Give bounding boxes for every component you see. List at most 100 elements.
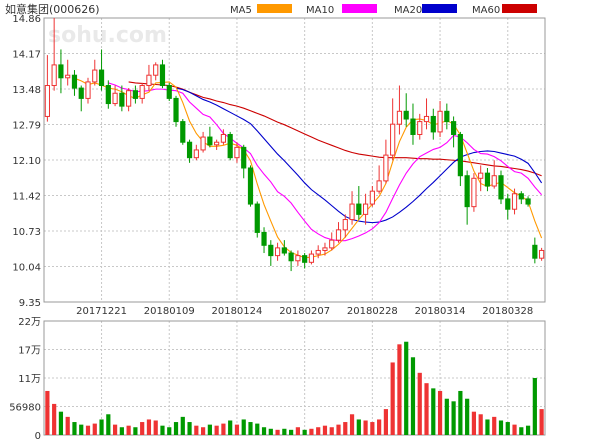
candle-body bbox=[58, 64, 64, 79]
candle-body bbox=[457, 133, 463, 177]
volume-bar bbox=[289, 429, 294, 435]
candle-body bbox=[532, 244, 538, 259]
volume-bar bbox=[234, 424, 240, 435]
volume-bar bbox=[275, 429, 280, 435]
volume-bar bbox=[316, 427, 321, 435]
volume-frame bbox=[43, 320, 546, 436]
candle-body bbox=[186, 141, 193, 159]
candle-body bbox=[126, 90, 132, 107]
candle-body bbox=[44, 85, 50, 117]
candle-body bbox=[200, 136, 206, 151]
date-tick-label: 20180109 bbox=[144, 306, 195, 317]
candle-body bbox=[308, 253, 315, 263]
volume-bar bbox=[295, 427, 300, 435]
date-tick-label: 20180228 bbox=[347, 306, 398, 317]
ma60-legend-swatch bbox=[502, 4, 537, 13]
candle-body bbox=[369, 190, 375, 205]
volume-bar bbox=[519, 427, 524, 435]
candle-body bbox=[451, 121, 457, 135]
volume-bar bbox=[532, 378, 537, 435]
volume-bar bbox=[417, 372, 422, 435]
candle-body bbox=[518, 193, 524, 200]
volume-bar bbox=[160, 425, 165, 435]
candle-body bbox=[417, 121, 423, 135]
volume-bar bbox=[356, 419, 361, 435]
candle-body bbox=[159, 64, 166, 87]
candle-body bbox=[139, 85, 145, 99]
volume-bar bbox=[221, 423, 226, 435]
candle-body bbox=[295, 255, 301, 262]
volume-tick-label: 22万 bbox=[18, 317, 41, 328]
volume-bar bbox=[248, 422, 253, 435]
volume-bar bbox=[79, 424, 84, 435]
volume-bar bbox=[65, 416, 70, 435]
candle-body bbox=[491, 175, 497, 187]
candle-body bbox=[423, 115, 430, 123]
moving-average-lines bbox=[74, 77, 543, 259]
ma5-line bbox=[74, 77, 543, 259]
volume-bar bbox=[167, 427, 172, 435]
volume-bar bbox=[410, 357, 416, 435]
candle-body bbox=[214, 141, 220, 146]
volume-bar bbox=[187, 422, 192, 435]
volume-bar bbox=[72, 422, 77, 435]
volume-bar bbox=[525, 425, 531, 435]
date-x-axis: 20171221 20180109 20180124 20180207 20180228… bbox=[76, 306, 533, 317]
date-tick-label: 20180207 bbox=[279, 306, 330, 317]
candle-body bbox=[153, 64, 159, 76]
chart-header: 如意集团(000626) MA5 MA10 MA20 MA60 bbox=[5, 2, 500, 16]
volume-bar bbox=[424, 383, 429, 435]
volume-bar bbox=[539, 409, 544, 435]
volume-bar bbox=[45, 390, 50, 435]
candle-body bbox=[112, 92, 118, 105]
candle-body bbox=[478, 172, 484, 179]
candle-body bbox=[78, 87, 84, 99]
volume-bar bbox=[437, 390, 443, 435]
legend-ma20-label: MA20 bbox=[394, 5, 422, 16]
candle-body bbox=[430, 115, 436, 133]
legend-ma5-label: MA5 bbox=[230, 5, 252, 16]
candle-body bbox=[539, 249, 545, 259]
candle-body bbox=[132, 90, 138, 99]
volume-bar bbox=[383, 409, 388, 435]
candle-body bbox=[322, 247, 328, 251]
candle-body bbox=[464, 175, 470, 208]
date-tick-label: 20180314 bbox=[415, 306, 466, 317]
volume-bar bbox=[85, 425, 91, 435]
candle-body bbox=[261, 231, 267, 246]
volume-bar bbox=[492, 416, 497, 435]
volume-bar bbox=[444, 398, 449, 435]
volume-bar bbox=[336, 424, 341, 435]
volume-y-axis: 22万 17万 11万 56980 0 bbox=[9, 317, 41, 442]
candle-body bbox=[92, 69, 98, 83]
volume-bar bbox=[92, 423, 97, 435]
candle-body bbox=[342, 219, 348, 231]
candle-body bbox=[471, 177, 477, 208]
watermark: sohu.com bbox=[48, 23, 167, 48]
candle-body bbox=[329, 239, 335, 249]
volume-bar bbox=[309, 428, 314, 435]
volume-bar bbox=[478, 414, 483, 435]
stock-title: 如意集团(000626) bbox=[5, 2, 100, 16]
candle-body bbox=[505, 198, 511, 210]
volume-bar bbox=[194, 425, 199, 435]
volume-bar bbox=[106, 414, 111, 435]
volume-bar bbox=[282, 428, 287, 435]
candle-body bbox=[396, 110, 403, 125]
candle-body bbox=[376, 180, 382, 192]
price-tick-label: 12.79 bbox=[12, 121, 41, 132]
candle-body bbox=[254, 203, 260, 233]
volume-bar bbox=[302, 429, 307, 435]
date-tick-label: 20180328 bbox=[482, 306, 533, 317]
candle-body bbox=[98, 69, 105, 87]
candle-body bbox=[51, 64, 57, 87]
candle-body bbox=[119, 92, 125, 107]
volume-bar bbox=[349, 414, 355, 435]
date-tick-label: 20180124 bbox=[211, 306, 262, 317]
candle-body bbox=[281, 247, 287, 254]
candle-body bbox=[403, 110, 409, 120]
volume-bar bbox=[228, 420, 233, 435]
candle-body bbox=[511, 193, 518, 210]
price-tick-label: 12.10 bbox=[12, 156, 41, 167]
ma10-legend-swatch bbox=[342, 4, 377, 13]
